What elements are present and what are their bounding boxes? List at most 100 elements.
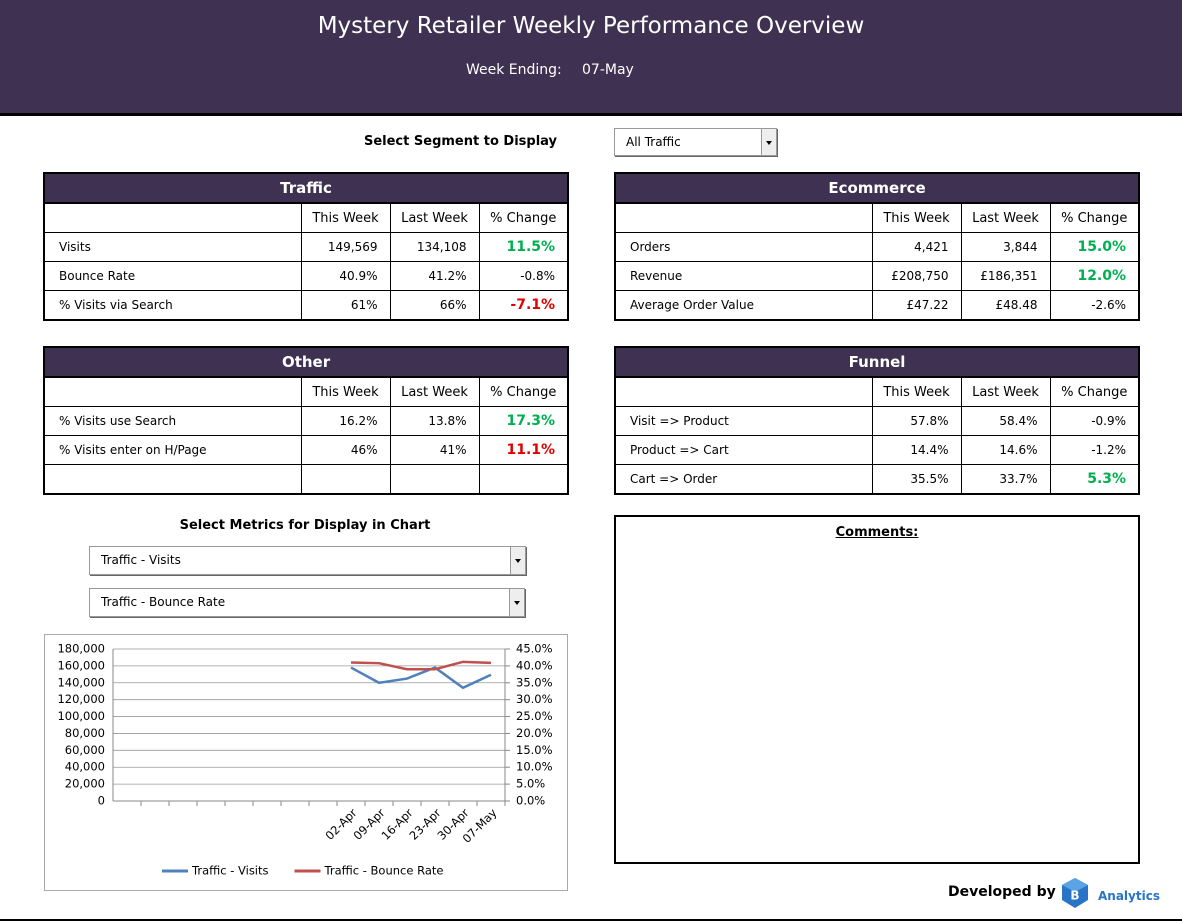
y-tick-label: 180,000 (57, 642, 105, 656)
y-tick-label: 0 (98, 794, 105, 808)
value-cell: 4,421 (871, 232, 962, 262)
value-cell: 134,108 (389, 232, 480, 262)
y2-tick-label: 45.0% (516, 642, 553, 656)
y2-tick-label: 20.0% (516, 726, 553, 740)
value-cell: 3,844 (960, 232, 1051, 262)
change-cell: -0.9% (1049, 406, 1140, 436)
change-cell: 17.3% (478, 406, 569, 436)
value-cell: 58.4% (960, 406, 1051, 436)
comments-label: Comments: (835, 525, 919, 540)
y2-tick-label: 10.0% (516, 760, 553, 774)
comments-box[interactable]: Comments: (614, 515, 1140, 864)
table-row: % Visits enter on H/Page 46% 41% 11.1% (43, 435, 569, 465)
change-cell: 5.3% (1049, 464, 1140, 495)
empty-cell (300, 464, 391, 495)
table-row: Bounce Rate 40.9% 41.2% -0.8% (43, 261, 569, 291)
value-cell: 14.6% (960, 435, 1051, 465)
header-row: This Week Last Week% Change (43, 376, 569, 407)
empty-cell (389, 464, 480, 495)
table-row: Average Order Value £47.22 £48.48 -2.6% (614, 290, 1140, 321)
value-cell: 35.5% (871, 464, 962, 495)
title-row: Ecommerce (614, 172, 1140, 204)
value-cell: 46% (300, 435, 391, 465)
title-row: Funnel (614, 346, 1140, 378)
y2-tick-label: 35.0% (516, 675, 553, 689)
metric-dropdown[interactable]: Traffic - Bounce Rate (89, 588, 525, 617)
y-tick-label: 160,000 (57, 658, 105, 672)
row-label: Product => Cart (614, 435, 873, 465)
column-header: % Change (478, 202, 569, 233)
value-cell: 14.4% (871, 435, 962, 465)
value-cell: 16.2% (300, 406, 391, 436)
week-label: Week Ending: (466, 62, 562, 78)
table-row: % Visits via Search 61% 66% -7.1% (43, 290, 569, 321)
column-header: % Change (1049, 376, 1140, 407)
title-row: Other (43, 346, 569, 378)
row-label: Revenue (614, 261, 873, 291)
header: Mystery Retailer Weekly Performance Over… (0, 0, 1182, 116)
legend-label: Traffic - Visits (191, 864, 269, 878)
column-header: % Change (1049, 202, 1140, 233)
table-title: Traffic (43, 172, 569, 204)
change-cell: 15.0% (1049, 232, 1140, 262)
data-table: Funnel This Week Last Week% Change Visit =>… (614, 346, 1141, 495)
logo-icon: B (1062, 878, 1088, 908)
value-cell: 61% (300, 290, 391, 321)
segment-dropdown[interactable]: All Traffic (614, 128, 777, 156)
table-row: Product => Cart 14.4% 14.6% -1.2% (614, 435, 1140, 465)
y2-tick-label: 5.0% (516, 777, 545, 791)
title-row: Traffic (43, 172, 569, 204)
column-header: % Change (478, 376, 569, 407)
row-label: Orders (614, 232, 873, 262)
change-cell: -1.2% (1049, 435, 1140, 465)
svg-text:B: B (1070, 889, 1079, 903)
value-cell: £208,750 (871, 261, 962, 291)
change-cell: -2.6% (1049, 290, 1140, 321)
value-cell: £48.48 (960, 290, 1051, 321)
column-header: This Week (300, 202, 391, 233)
y-tick-label: 20,000 (65, 777, 105, 791)
dropdown-value: Traffic - Visits (101, 553, 181, 567)
week-value: 07-May (582, 62, 634, 78)
value-cell: 57.8% (871, 406, 962, 436)
value-cell: £186,351 (960, 261, 1051, 291)
table-body: Other This Week Last Week% Change% Visits … (43, 346, 569, 495)
developed-by: Developed by (948, 884, 1056, 900)
data-table: Ecommerce This Week Last Week% Change Order… (614, 172, 1141, 321)
chart: 0 20,000 40,000 60,000 80,000 100,000 120,000 1… (44, 634, 568, 891)
metric-dropdown[interactable]: Traffic - Visits (89, 546, 526, 575)
row-label: Cart => Order (614, 464, 873, 495)
data-table: Other This Week Last Week% Change% Visits … (43, 346, 570, 495)
value-cell: 41% (389, 435, 480, 465)
row-label: % Visits enter on H/Page (43, 435, 302, 465)
value-cell: 13.8% (389, 406, 480, 436)
change-cell: -7.1% (478, 290, 569, 321)
header-cell (614, 202, 873, 233)
value-cell: £47.22 (871, 290, 962, 321)
y-tick-label: 100,000 (57, 709, 105, 723)
header-row: This Week Last Week% Change (43, 202, 569, 233)
value-cell: 149,569 (300, 232, 391, 262)
bottom-rule (0, 919, 1182, 921)
table-row: Visits 149,569 134,108 11.5% (43, 232, 569, 262)
table-row: Revenue £208,750 £186,351 12.0% (614, 261, 1140, 291)
y-tick-label: 120,000 (57, 692, 105, 706)
row-label: % Visits use Search (43, 406, 302, 436)
y2-tick-label: 40.0% (516, 658, 553, 672)
dropdown-value: All Traffic (626, 135, 681, 149)
y-tick-label: 60,000 (65, 743, 105, 757)
y-tick-label: 140,000 (57, 675, 105, 689)
header-row: This Week Last Week% Change (614, 376, 1140, 407)
column-header: Last Week (389, 202, 480, 233)
change-cell: 11.5% (478, 232, 569, 262)
column-header: This Week (871, 376, 962, 407)
empty-cell (43, 464, 302, 495)
table-row: Visit => Product 57.8% 58.4% -0.9% (614, 406, 1140, 436)
y2-tick-label: 0.0% (516, 794, 545, 808)
y-tick-label: 80,000 (65, 726, 105, 740)
y2-tick-label: 15.0% (516, 743, 553, 757)
table-row (43, 464, 569, 495)
dropdown-value: Traffic - Bounce Rate (101, 595, 226, 609)
row-label: Visit => Product (614, 406, 873, 436)
